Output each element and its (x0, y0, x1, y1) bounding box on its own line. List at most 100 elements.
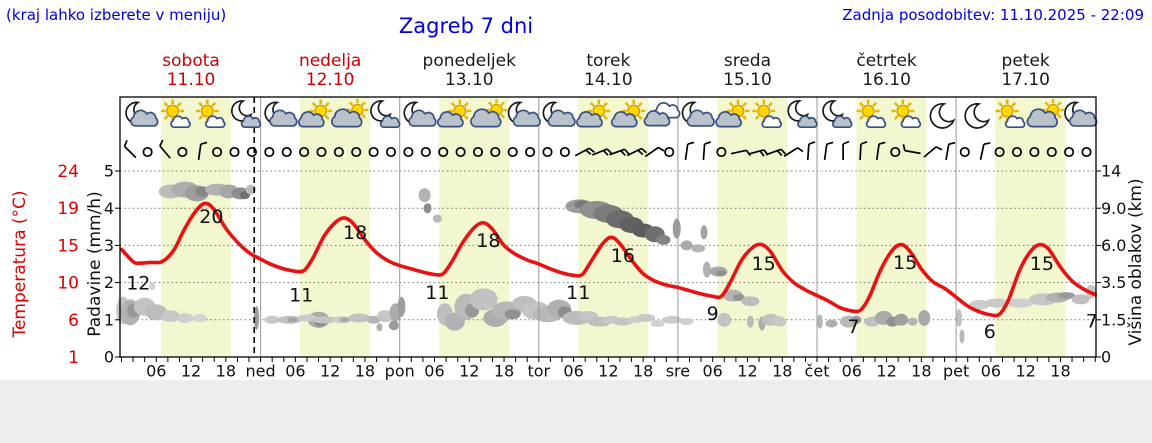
cloud-shape (547, 109, 576, 127)
wind-barb-icon (644, 146, 665, 158)
calm-circle (542, 146, 553, 158)
sun-ray (487, 101, 493, 107)
barb-line (574, 147, 590, 157)
cloud-shape (130, 109, 159, 127)
wind-calm-icon (959, 146, 970, 158)
day-header-ponedeljek: ponedeljek 13.10 (400, 52, 539, 90)
cloud-shape (470, 108, 502, 128)
day-date: 12.10 (305, 70, 355, 90)
calm-circle (420, 146, 431, 158)
cloud-part (761, 115, 782, 129)
barb-line (123, 145, 137, 159)
cloud-shape (900, 115, 922, 129)
cloud-shape (761, 115, 782, 129)
barb-staff (123, 140, 137, 159)
sun-ray (859, 102, 865, 107)
wind-barb-icon (765, 148, 787, 156)
sun-ray (311, 102, 317, 107)
calm-circle (455, 146, 466, 158)
sun-ray (211, 102, 217, 107)
wind-calm-icon (403, 146, 414, 158)
wind-calm-icon (333, 146, 344, 158)
cloud-part (547, 109, 576, 127)
barb-line (702, 143, 706, 161)
cloud-shape (170, 115, 191, 129)
barb-tick (902, 144, 906, 151)
x-hour-label: 12 (181, 362, 201, 381)
barb-staff (783, 147, 804, 157)
moon-cloud-icon (264, 101, 298, 127)
sun-ray (637, 102, 643, 107)
calm-circle (507, 146, 518, 158)
temp-max-label: 15 (893, 252, 917, 274)
sun-ray (463, 115, 469, 120)
barb-staff (730, 149, 752, 157)
wind-calm-icon (1064, 146, 1075, 158)
sun-ray (729, 102, 734, 107)
cloud-shape (865, 115, 887, 129)
moon-cloud-s-icon (822, 100, 853, 129)
barb-staff (684, 141, 695, 161)
cloud-part (470, 108, 502, 128)
cloud-part (269, 109, 298, 127)
calm-circle (385, 146, 397, 158)
cloud-part (297, 111, 325, 128)
barb-staff (923, 146, 943, 158)
cloud-shape (408, 109, 437, 127)
cloud-shape (832, 115, 853, 129)
barb-line (823, 143, 828, 161)
calm-circle (351, 146, 362, 158)
cloud-blob (746, 315, 754, 328)
location-hint: (kraj lahko izberete v meniju) (6, 6, 227, 24)
sun-ray (906, 102, 912, 107)
calm-circle (246, 146, 257, 158)
sun-disc (896, 104, 910, 118)
cloud-blob (366, 315, 381, 324)
cloud-tick-label: 1.5 (1101, 310, 1126, 329)
barb-line (197, 143, 202, 161)
wind-calm-icon (438, 146, 449, 158)
x-hour-label: 18 (911, 362, 931, 381)
x-hour-label: 12 (737, 362, 757, 381)
wind-barb-icon (574, 147, 595, 157)
cloud-shape (436, 111, 464, 128)
cloud-blob (679, 318, 694, 326)
barb-tick (948, 141, 956, 145)
calm-circle (368, 146, 379, 158)
x-hour-label: 06 (285, 362, 305, 381)
barb-tick (860, 141, 868, 145)
wind-calm-icon (716, 146, 727, 158)
sun-ray (500, 113, 506, 119)
cloud-blob (894, 313, 909, 326)
sun-ray (767, 102, 773, 107)
barb-tick (585, 149, 592, 155)
barb-tick (826, 141, 834, 145)
sun-disc (757, 104, 771, 118)
cloud-shape (330, 108, 363, 128)
sun-cloud-g-icon (436, 99, 472, 128)
cloud-shape (297, 111, 325, 128)
cloud-blob (969, 299, 990, 310)
cloud-part (643, 110, 671, 127)
cloud-blob (376, 323, 383, 332)
wind-barb-icon (609, 148, 630, 156)
barb-line (609, 148, 625, 156)
cloud-shape (379, 115, 401, 129)
cloud-shape (643, 110, 671, 127)
moon-cloud-icon (403, 101, 437, 127)
calm-circle (142, 146, 153, 158)
sun-ray (754, 102, 760, 107)
cloud-blob (469, 288, 498, 311)
cloud-blob (700, 225, 708, 240)
barb-staff (806, 141, 816, 161)
sun-ray (176, 102, 182, 107)
wind-calm-icon (890, 146, 901, 158)
wind-barb-icon (923, 146, 943, 158)
sun-cloud-g-icon (576, 99, 611, 128)
cloud-blob (339, 317, 350, 323)
wind-barb-icon (684, 141, 695, 161)
cloud-blob (432, 214, 442, 223)
temp-min-label: 11 (289, 284, 313, 306)
sun-cloud-icon (752, 99, 782, 129)
x-hour-label: 18 (216, 362, 236, 381)
